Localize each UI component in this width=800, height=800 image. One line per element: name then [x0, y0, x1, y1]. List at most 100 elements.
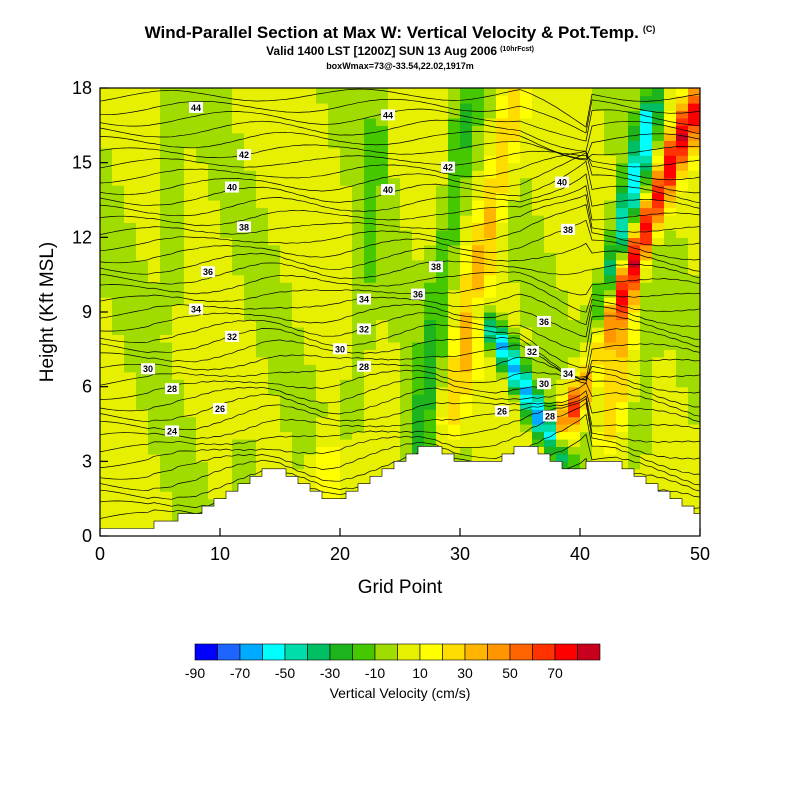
heatmap-cell	[196, 386, 209, 395]
theta-contour-line	[100, 98, 700, 134]
heatmap-cell	[304, 334, 317, 343]
heatmap-cell	[316, 147, 329, 156]
heatmap-cell	[532, 147, 545, 156]
heatmap-cell	[148, 446, 161, 455]
heatmap-cell	[172, 185, 185, 194]
heatmap-cell	[232, 267, 245, 276]
heatmap-cell	[424, 341, 437, 350]
heatmap-cell	[400, 147, 413, 156]
heatmap-cell	[484, 379, 497, 388]
heatmap-cell	[160, 147, 173, 156]
heatmap-cell	[580, 95, 593, 104]
heatmap-cell	[184, 207, 197, 216]
heatmap-cell	[124, 95, 137, 104]
heatmap-cell	[592, 282, 605, 291]
heatmap-cell	[508, 304, 521, 313]
heatmap-cell	[220, 244, 233, 253]
heatmap-cell	[184, 334, 197, 343]
heatmap-cell	[388, 364, 401, 373]
heatmap-cell	[244, 356, 257, 365]
heatmap-cell	[532, 297, 545, 306]
heatmap-cell	[364, 304, 377, 313]
heatmap-cell	[412, 371, 425, 380]
heatmap-cell	[376, 147, 389, 156]
heatmap-cell	[148, 394, 161, 403]
heatmap-cell	[544, 125, 557, 134]
colorbar-swatch	[239, 643, 263, 661]
heatmap-cell	[124, 282, 137, 291]
heatmap-cell	[280, 207, 293, 216]
heatmap-cell	[472, 289, 485, 298]
heatmap-cell	[268, 312, 281, 321]
heatmap-cell	[580, 237, 593, 246]
heatmap-cell	[640, 319, 653, 328]
heatmap-cell	[136, 132, 149, 141]
heatmap-cell	[136, 192, 149, 201]
heatmap-cell	[508, 386, 521, 395]
heatmap-cell	[388, 177, 401, 186]
heatmap-cell	[568, 155, 581, 164]
heatmap-cell	[568, 162, 581, 171]
heatmap-cell	[484, 117, 497, 126]
heatmap-cell	[556, 394, 569, 403]
heatmap-cell	[400, 117, 413, 126]
heatmap-cell	[544, 102, 557, 111]
theta-contour-line	[100, 185, 700, 226]
heatmap-cell	[568, 252, 581, 261]
heatmap-cell	[148, 200, 161, 209]
heatmap-cell	[148, 282, 161, 291]
heatmap-cell	[352, 252, 365, 261]
heatmap-cell	[508, 132, 521, 141]
heatmap-cell	[676, 147, 689, 156]
heatmap-cell	[640, 252, 653, 261]
heatmap-cell	[244, 364, 257, 373]
heatmap-cell	[136, 431, 149, 440]
heatmap-cell	[424, 110, 437, 119]
heatmap-cell	[460, 229, 473, 238]
heatmap-cell	[100, 102, 113, 111]
heatmap-cell	[232, 297, 245, 306]
heatmap-cell	[436, 132, 449, 141]
colorbar-swatch	[577, 643, 601, 661]
heatmap-cell	[208, 140, 221, 149]
heatmap-cell	[448, 125, 461, 134]
heatmap-cell	[172, 200, 185, 209]
heatmap-cell	[352, 95, 365, 104]
heatmap-cell	[544, 326, 557, 335]
heatmap-cell	[280, 244, 293, 253]
heatmap-cell	[628, 364, 641, 373]
heatmap-cell	[628, 438, 641, 447]
heatmap-cell	[640, 237, 653, 246]
heatmap-cell	[592, 267, 605, 276]
heatmap-cell	[532, 431, 545, 440]
heatmap-cell	[544, 162, 557, 171]
heatmap-cell	[520, 289, 533, 298]
heatmap-cell	[556, 102, 569, 111]
heatmap-cell	[568, 259, 581, 268]
heatmap-cell	[424, 424, 437, 433]
heatmap-cell	[652, 102, 665, 111]
heatmap-cell	[172, 289, 185, 298]
heatmap-cell	[664, 282, 677, 291]
heatmap-cell	[592, 364, 605, 373]
heatmap-cell	[556, 155, 569, 164]
heatmap-cell	[448, 170, 461, 179]
heatmap-cell	[388, 222, 401, 231]
heatmap-cell	[136, 341, 149, 350]
heatmap-cell	[460, 431, 473, 440]
heatmap-cell	[292, 132, 305, 141]
heatmap-cell	[472, 170, 485, 179]
heatmap-cell	[352, 409, 365, 418]
heatmap-cell	[412, 424, 425, 433]
heatmap-cell	[220, 200, 233, 209]
heatmap-cell	[160, 297, 173, 306]
heatmap-cell	[268, 102, 281, 111]
heatmap-cell	[568, 185, 581, 194]
heatmap-cell	[352, 416, 365, 425]
heatmap-cell	[448, 326, 461, 335]
heatmap-cell	[280, 401, 293, 410]
heatmap-cell	[256, 349, 269, 358]
heatmap-cell	[364, 214, 377, 223]
chart-title-text: Wind-Parallel Section at Max W: Vertical…	[144, 23, 639, 42]
contour-label-box	[141, 363, 155, 375]
